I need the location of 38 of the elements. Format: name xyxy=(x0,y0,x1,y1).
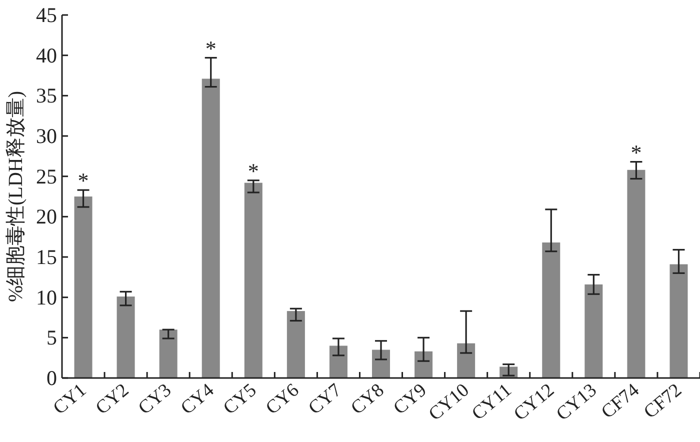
y-tick-label: 25 xyxy=(36,164,57,188)
x-tick-label: CF72 xyxy=(640,380,686,423)
x-tick-label: CY9 xyxy=(390,380,431,419)
bar xyxy=(286,311,305,378)
bar xyxy=(372,350,390,378)
y-tick-label: 30 xyxy=(36,124,57,148)
annotation: * xyxy=(205,36,216,61)
bar xyxy=(457,343,476,378)
bar xyxy=(627,170,646,378)
bar xyxy=(202,78,220,378)
y-tick-label: 40 xyxy=(36,43,57,68)
y-tick-label: 10 xyxy=(36,285,57,310)
bar xyxy=(670,264,688,378)
x-tick-label: CY6 xyxy=(262,380,304,419)
y-tick-label: 15 xyxy=(36,245,57,269)
x-tick-label: CY2 xyxy=(92,380,134,419)
bar xyxy=(542,242,560,378)
annotation: * xyxy=(630,140,642,165)
y-tick-label: 0 xyxy=(46,366,57,390)
bar xyxy=(116,296,135,378)
bar xyxy=(244,182,262,378)
y-tick-label: 45 xyxy=(36,3,57,27)
annotation: * xyxy=(248,158,259,184)
x-tick-label: CY4 xyxy=(177,379,218,419)
annotation: * xyxy=(78,168,89,194)
y-tick-label: 5 xyxy=(46,326,57,350)
y-tick-label: 20 xyxy=(36,204,57,229)
bar xyxy=(159,330,178,378)
bar xyxy=(584,284,603,378)
bar xyxy=(74,196,92,378)
y-axis-title: %细胞毒性(LDH释放量) xyxy=(5,90,27,302)
x-tick-label: CY7 xyxy=(304,380,346,419)
bar xyxy=(329,346,348,378)
x-tick-label: CY3 xyxy=(134,380,176,419)
y-tick-label: 35 xyxy=(36,84,57,108)
x-tick-label: CY8 xyxy=(347,380,388,419)
bar xyxy=(414,351,433,378)
x-tick-label: CY5 xyxy=(220,380,261,419)
